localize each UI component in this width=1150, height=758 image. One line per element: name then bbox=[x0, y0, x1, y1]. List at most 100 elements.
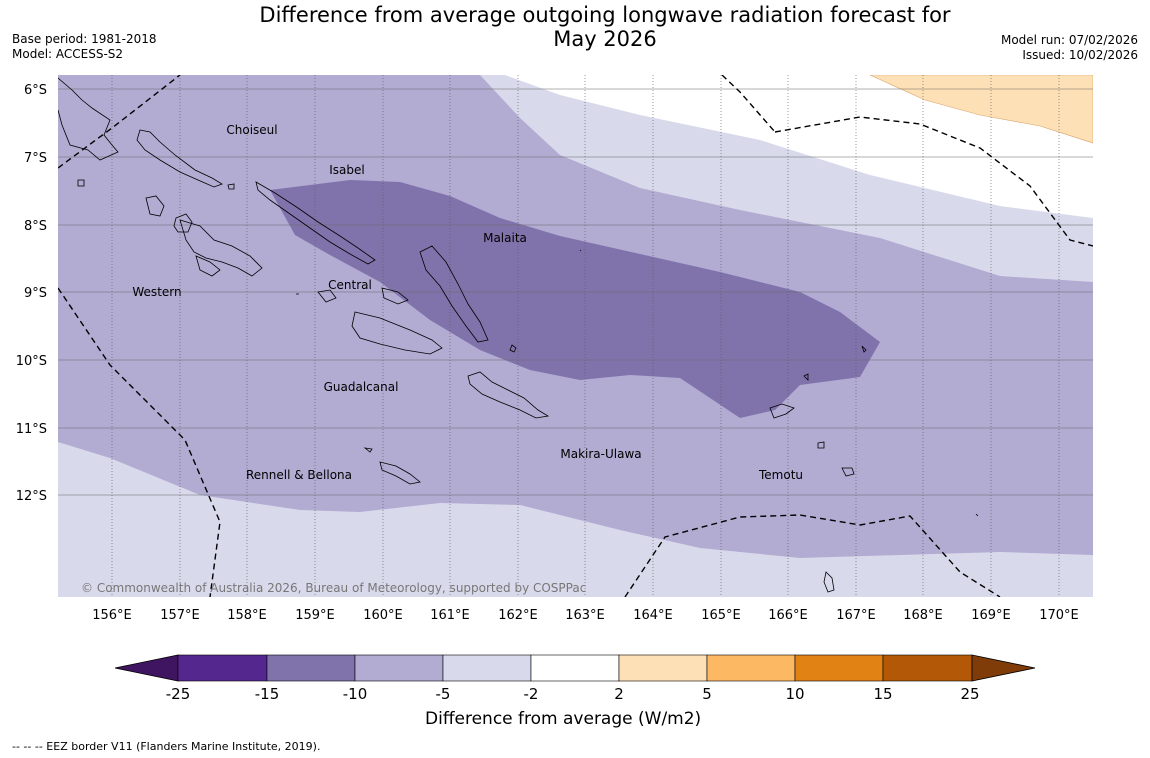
island-makira bbox=[467, 371, 550, 419]
lat-label: 12°S bbox=[16, 489, 47, 504]
island-choiseul bbox=[136, 129, 223, 188]
chart-title: Difference from average outgoing longwav… bbox=[250, 3, 960, 51]
island-rendova bbox=[195, 255, 221, 277]
island-small-1 bbox=[227, 183, 235, 190]
island-sikaiana bbox=[579, 249, 582, 252]
lon-label: 159°E bbox=[295, 608, 335, 623]
longitude-labels: 156°E 157°E 158°E 159°E 160°E 161°E 162°… bbox=[92, 608, 1079, 623]
anomaly-band-minus5-to-minus2-south bbox=[58, 442, 1093, 597]
island-utupua bbox=[841, 467, 855, 477]
colorbar-tick: 10 bbox=[785, 685, 804, 703]
lon-label: 163°E bbox=[565, 608, 605, 623]
eez-legend-note: -- -- -- EEZ border V11 (Flanders Marine… bbox=[12, 740, 321, 753]
colorbar-segment bbox=[354, 654, 444, 682]
lon-label: 162°E bbox=[498, 608, 538, 623]
island-ranongga bbox=[145, 195, 165, 217]
island-duff bbox=[861, 345, 867, 353]
lon-label: 166°E bbox=[768, 608, 808, 623]
province-label: Western bbox=[132, 285, 181, 299]
latitude-labels: 6°S 7°S 8°S 9°S 10°S 11°S 12°S bbox=[16, 83, 47, 504]
lon-label: 156°E bbox=[92, 608, 132, 623]
model-name: Model: ACCESS-S2 bbox=[12, 47, 124, 61]
title-line-2: May 2026 bbox=[553, 27, 657, 51]
lat-label: 8°S bbox=[24, 219, 47, 234]
island-guadalcanal bbox=[351, 311, 443, 355]
parallel-gridlines bbox=[58, 88, 1093, 496]
colorbar-segment bbox=[882, 654, 973, 682]
lon-label: 164°E bbox=[633, 608, 673, 623]
province-label: Isabel bbox=[329, 163, 364, 177]
colorbar-segment bbox=[794, 654, 884, 682]
island-bellona bbox=[363, 447, 373, 453]
meridian-gridlines bbox=[111, 75, 1060, 597]
island-vanikoro bbox=[817, 441, 825, 449]
issued-date: Issued: 10/02/2026 bbox=[1022, 48, 1138, 62]
colorbar-tick: 5 bbox=[702, 685, 712, 703]
island-nggela bbox=[381, 287, 409, 305]
island-malaita bbox=[419, 245, 489, 343]
colorbar-tick: -25 bbox=[166, 685, 191, 703]
colorbar-tick: 25 bbox=[960, 685, 979, 703]
colorbar bbox=[114, 654, 1036, 682]
colorbar-segment bbox=[618, 654, 708, 682]
lon-label: 158°E bbox=[227, 608, 267, 623]
lon-label: 169°E bbox=[971, 608, 1011, 623]
colorbar-ticks: -25 -15 -10 -5 -2 2 5 10 15 25 bbox=[166, 685, 980, 703]
map-plot-area bbox=[58, 75, 1093, 597]
province-label: Malaita bbox=[483, 231, 527, 245]
colorbar-extend-max bbox=[971, 654, 1036, 682]
lat-label: 6°S bbox=[24, 83, 47, 98]
colorbar-tick: -10 bbox=[343, 685, 368, 703]
lon-label: 168°E bbox=[903, 608, 943, 623]
anomaly-band-minus15-to-minus10 bbox=[270, 180, 880, 418]
island-banks bbox=[823, 571, 835, 593]
colorbar-label: Difference from average (W/m2) bbox=[425, 709, 702, 729]
base-period: Base period: 1981-2018 bbox=[12, 32, 157, 46]
province-label: Choiseul bbox=[226, 123, 277, 137]
lon-label: 165°E bbox=[701, 608, 741, 623]
island-anuta bbox=[975, 513, 979, 517]
meta-left: Base period: 1981-2018 Model: ACCESS-S2 bbox=[12, 32, 157, 62]
colorbar-extend-min bbox=[114, 654, 179, 682]
anomaly-band-2-to-5 bbox=[869, 75, 1093, 144]
island-ulawa bbox=[509, 344, 517, 353]
colorbar-tick: -15 bbox=[255, 685, 280, 703]
lat-label: 7°S bbox=[24, 151, 47, 166]
colorbar-segment bbox=[706, 654, 796, 682]
island-vella-lavella bbox=[173, 213, 193, 233]
island-reef-islands bbox=[803, 373, 809, 381]
island-russell bbox=[317, 289, 337, 303]
lat-label: 10°S bbox=[16, 354, 47, 369]
province-label: Temotu bbox=[758, 468, 803, 482]
colorbar-segment bbox=[530, 654, 620, 682]
province-labels: Choiseul Isabel Malaita Western Central … bbox=[132, 123, 803, 482]
island-rennell bbox=[379, 461, 421, 485]
colorbar-segment bbox=[177, 654, 268, 682]
island-santa-cruz bbox=[769, 403, 795, 419]
colorbar-tick: -5 bbox=[436, 685, 451, 703]
province-label: Central bbox=[328, 278, 372, 292]
copyright-notice: © Commonwealth of Australia 2026, Bureau… bbox=[81, 581, 586, 595]
title-line-1: Difference from average outgoing longwav… bbox=[259, 3, 951, 27]
province-label: Rennell & Bellona bbox=[246, 468, 352, 482]
island-shortland bbox=[77, 179, 85, 187]
lat-label: 11°S bbox=[16, 422, 47, 437]
colorbar-tick: -2 bbox=[524, 685, 539, 703]
model-run: Model run: 07/02/2026 bbox=[1000, 33, 1138, 47]
lon-label: 157°E bbox=[160, 608, 200, 623]
island-bougainville bbox=[58, 77, 119, 161]
island-new-georgia bbox=[179, 219, 263, 277]
meta-right: Model run: 07/02/2026 Issued: 10/02/2026 bbox=[1001, 33, 1138, 63]
province-label: Guadalcanal bbox=[324, 380, 399, 394]
island-coastlines bbox=[58, 77, 979, 593]
eez-borders bbox=[58, 75, 1093, 597]
colorbar-tick: 2 bbox=[614, 685, 624, 703]
island-isabel bbox=[255, 181, 376, 265]
lon-label: 161°E bbox=[430, 608, 470, 623]
colorbar-segment bbox=[266, 654, 356, 682]
colorbar-segment bbox=[442, 654, 532, 682]
lon-label: 167°E bbox=[836, 608, 876, 623]
colorbar-tick: 15 bbox=[873, 685, 892, 703]
lat-label: 9°S bbox=[24, 286, 47, 301]
